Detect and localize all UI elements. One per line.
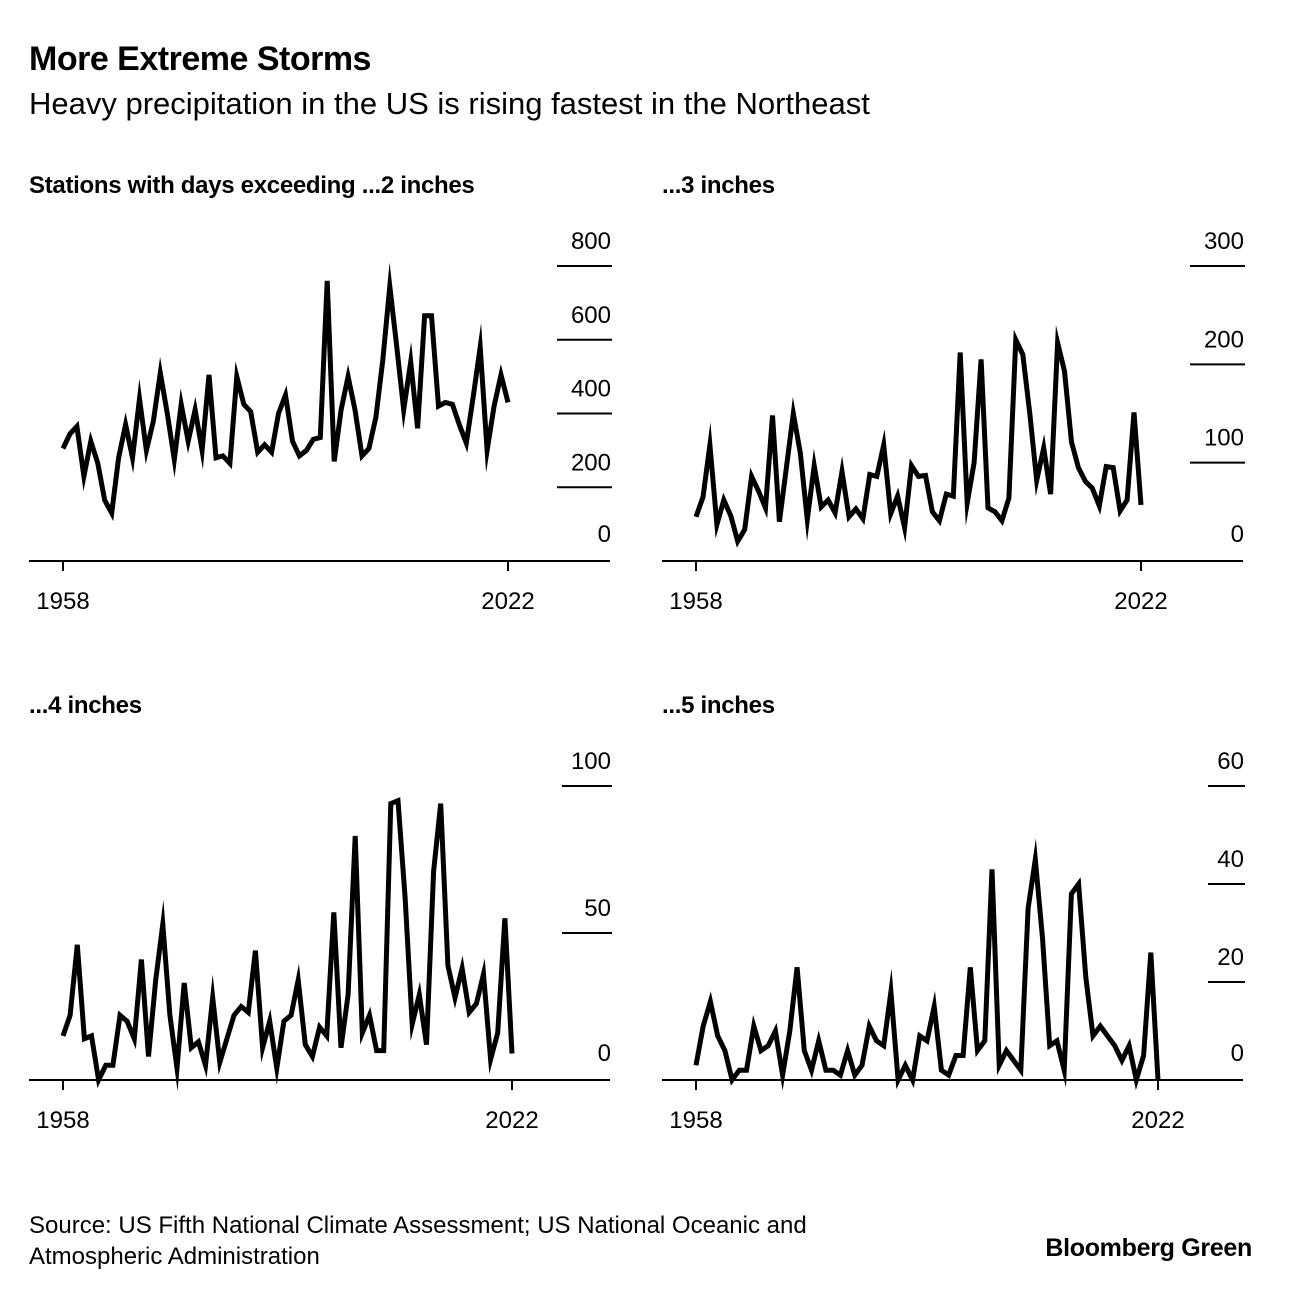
series-line bbox=[693, 325, 1144, 548]
chart-title: More Extreme Storms bbox=[29, 40, 371, 78]
y-tick-label: 200 bbox=[1204, 326, 1244, 353]
y-tick-label: 0 bbox=[1231, 521, 1244, 548]
y-tick-label: 60 bbox=[1217, 748, 1244, 775]
y-tick-label: 600 bbox=[571, 302, 611, 329]
y-tick-label: 800 bbox=[571, 228, 611, 255]
panel-title-2-inches: Stations with days exceeding ...2 inches bbox=[29, 172, 475, 199]
x-tick-label: 2022 bbox=[1131, 1107, 1184, 1134]
panel-title-5-inches: ...5 inches bbox=[662, 692, 775, 719]
y-tick-label: 20 bbox=[1217, 944, 1244, 971]
x-tick-label: 2022 bbox=[481, 588, 534, 615]
y-tick-label: 200 bbox=[571, 449, 611, 476]
y-tick-label: 300 bbox=[1204, 228, 1244, 255]
series-line bbox=[693, 838, 1161, 1091]
y-tick-label: 40 bbox=[1217, 846, 1244, 873]
y-tick-label: 100 bbox=[571, 748, 611, 775]
x-tick-label: 1958 bbox=[669, 1107, 722, 1134]
y-tick-label: 400 bbox=[571, 376, 611, 403]
x-tick-label: 2022 bbox=[485, 1107, 538, 1134]
x-tick-label: 2022 bbox=[1114, 588, 1167, 615]
x-tick-label: 1958 bbox=[669, 588, 722, 615]
y-tick-label: 0 bbox=[1231, 1040, 1244, 1067]
y-tick-label: 100 bbox=[1204, 425, 1244, 452]
x-tick-label: 1958 bbox=[36, 588, 89, 615]
panel-title-3-inches: ...3 inches bbox=[662, 172, 775, 199]
brand-logo-text: Bloomberg Green bbox=[1045, 1234, 1252, 1262]
y-tick-label: 50 bbox=[584, 895, 611, 922]
y-tick-label: 0 bbox=[598, 1040, 611, 1067]
y-tick-label: 0 bbox=[598, 521, 611, 548]
series-line bbox=[60, 797, 515, 1092]
x-tick-label: 1958 bbox=[36, 1107, 89, 1134]
panel-title-4-inches: ...4 inches bbox=[29, 692, 142, 719]
chart-subtitle: Heavy precipitation in the US is rising … bbox=[29, 86, 870, 121]
source-note: Source: US Fifth National Climate Assess… bbox=[29, 1212, 807, 1270]
series-line bbox=[60, 262, 511, 522]
